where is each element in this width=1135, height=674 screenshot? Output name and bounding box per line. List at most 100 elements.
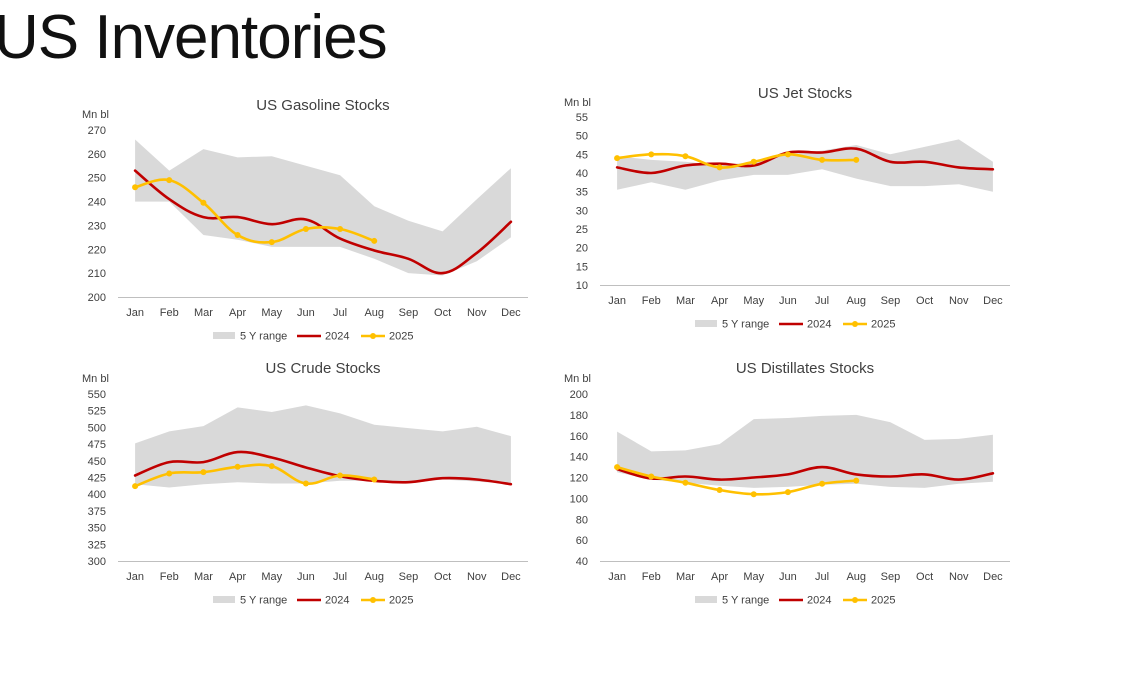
x-tick-label: Aug <box>364 307 384 319</box>
x-tick-label: Jun <box>297 571 315 583</box>
x-tick-label: Sep <box>881 295 901 307</box>
y-axis-label: Mn bl <box>564 97 591 109</box>
series-2024-line <box>615 465 995 481</box>
range-area <box>135 139 511 276</box>
legend-range-label: 5 Y range <box>240 331 287 343</box>
legend-2024-label: 2024 <box>807 595 831 607</box>
x-tick-label: Jan <box>126 571 144 583</box>
jet-svg: US Jet Stocks Mn bl 55 50 45 40 35 30 25 20 15 10 Ja… <box>564 85 1010 331</box>
legend-2025-label: 2025 <box>389 331 413 343</box>
legend-range-label: 5 Y range <box>722 595 769 607</box>
series-2025-line <box>133 463 376 488</box>
y-tick-label: 200 <box>88 292 106 304</box>
y-tick-label: 15 <box>576 261 588 273</box>
x-tick-label: Oct <box>916 295 933 307</box>
legend-range-swatch <box>213 596 235 603</box>
legend-range-label: 5 Y range <box>240 595 287 607</box>
series-2025-point <box>648 473 655 480</box>
x-tick-label: Jan <box>126 307 144 319</box>
x-tick-label: Jan <box>608 571 626 583</box>
series-2024-line <box>615 147 995 175</box>
x-tick-label: Jun <box>779 571 797 583</box>
series-2025-point <box>784 151 791 158</box>
series-2025-line <box>615 152 858 169</box>
series-2025-point <box>371 237 378 244</box>
gasoline-svg: US Gasoline Stocks Mn bl 270 260 250 240 230 22… <box>82 97 528 343</box>
range-area <box>135 405 511 488</box>
series-2025-point <box>302 480 309 487</box>
y-tick-label: 425 <box>88 473 106 485</box>
chart-title: US Jet Stocks <box>758 85 852 102</box>
series-2025-point <box>648 151 655 158</box>
series-2025-point <box>337 226 344 233</box>
y-tick-label: 25 <box>576 224 588 236</box>
x-tick-label: Aug <box>846 571 866 583</box>
legend-range-swatch <box>695 320 717 327</box>
x-tick-label: Jul <box>815 571 829 583</box>
series-2025-point <box>614 464 621 471</box>
x-tick-label: Sep <box>881 571 901 583</box>
x-tick-label: Mar <box>676 295 695 307</box>
x-tick-label: Dec <box>983 571 1003 583</box>
y-tick-label: 240 <box>88 197 106 209</box>
x-tick-label: Feb <box>160 307 179 319</box>
chart-title: US Distillates Stocks <box>736 360 874 377</box>
distillates-svg: US Distillates Stocks Mn bl 200 180 160 140 12… <box>564 360 1010 607</box>
series-2025-point <box>750 491 757 498</box>
x-tick-label: Apr <box>229 307 246 319</box>
series-2025-point <box>302 226 309 233</box>
y-tick-label: 10 <box>576 280 588 292</box>
y-tick-label: 270 <box>88 125 106 137</box>
x-tick-label: Jul <box>333 571 347 583</box>
legend-2024-label: 2024 <box>807 319 831 331</box>
y-tick-label: 220 <box>88 244 106 256</box>
series-2025-point <box>682 153 689 160</box>
y-tick-label: 300 <box>88 556 106 568</box>
jet-stocks-chart: US Jet Stocks Mn bl 55 50 45 40 35 30 25 20 15 10 Ja… <box>560 80 1020 342</box>
crude-svg: US Crude Stocks Mn bl 550 525 500 475 450 425 40… <box>82 360 528 607</box>
y-tick-label: 35 <box>576 187 588 199</box>
legend-2025-marker <box>852 597 858 603</box>
x-tick-label: Nov <box>949 571 969 583</box>
x-tick-label: Jun <box>779 295 797 307</box>
x-tick-label: Oct <box>434 571 451 583</box>
series-2025-point <box>234 463 241 470</box>
series-2025-point <box>166 177 173 184</box>
x-tick-label: Jul <box>333 307 347 319</box>
y-tick-label: 210 <box>88 268 106 280</box>
x-tick-label: Sep <box>399 307 419 319</box>
y-tick-label: 100 <box>570 493 588 505</box>
y-tick-label: 260 <box>88 149 106 161</box>
chart-title: US Gasoline Stocks <box>256 97 389 114</box>
x-tick-label: Oct <box>916 571 933 583</box>
legend-2025-label: 2025 <box>871 595 895 607</box>
x-tick-label: Apr <box>711 571 728 583</box>
series-2025-point <box>853 477 860 484</box>
x-tick-label: Nov <box>467 571 487 583</box>
series-2025-point <box>371 476 378 483</box>
legend-2024-label: 2024 <box>325 595 349 607</box>
x-tick-label: Dec <box>983 295 1003 307</box>
legend-range-swatch <box>213 332 235 339</box>
x-tick-label: Apr <box>711 295 728 307</box>
legend-range-label: 5 Y range <box>722 319 769 331</box>
series-2025-point <box>750 158 757 165</box>
crude-stocks-chart: US Crude Stocks Mn bl 550 525 500 475 450 425 40… <box>78 355 538 617</box>
distillates-stocks-chart: US Distillates Stocks Mn bl 200 180 160 140 12… <box>560 355 1020 617</box>
x-tick-label: May <box>743 571 764 583</box>
y-tick-label: 50 <box>576 131 588 143</box>
series-2025-point <box>819 480 826 487</box>
y-tick-label: 40 <box>576 168 588 180</box>
x-tick-label: Mar <box>676 571 695 583</box>
y-tick-label: 140 <box>570 452 588 464</box>
series-2025-point <box>234 231 241 238</box>
series-2025-point <box>614 155 621 162</box>
y-tick-label: 30 <box>576 205 588 217</box>
y-tick-label: 80 <box>576 514 588 526</box>
y-tick-label: 475 <box>88 439 106 451</box>
series-2025-point <box>200 469 207 476</box>
x-tick-label: Apr <box>229 571 246 583</box>
chart-title: US Crude Stocks <box>265 360 380 377</box>
series-2025-point <box>132 483 139 490</box>
x-tick-label: Feb <box>160 571 179 583</box>
